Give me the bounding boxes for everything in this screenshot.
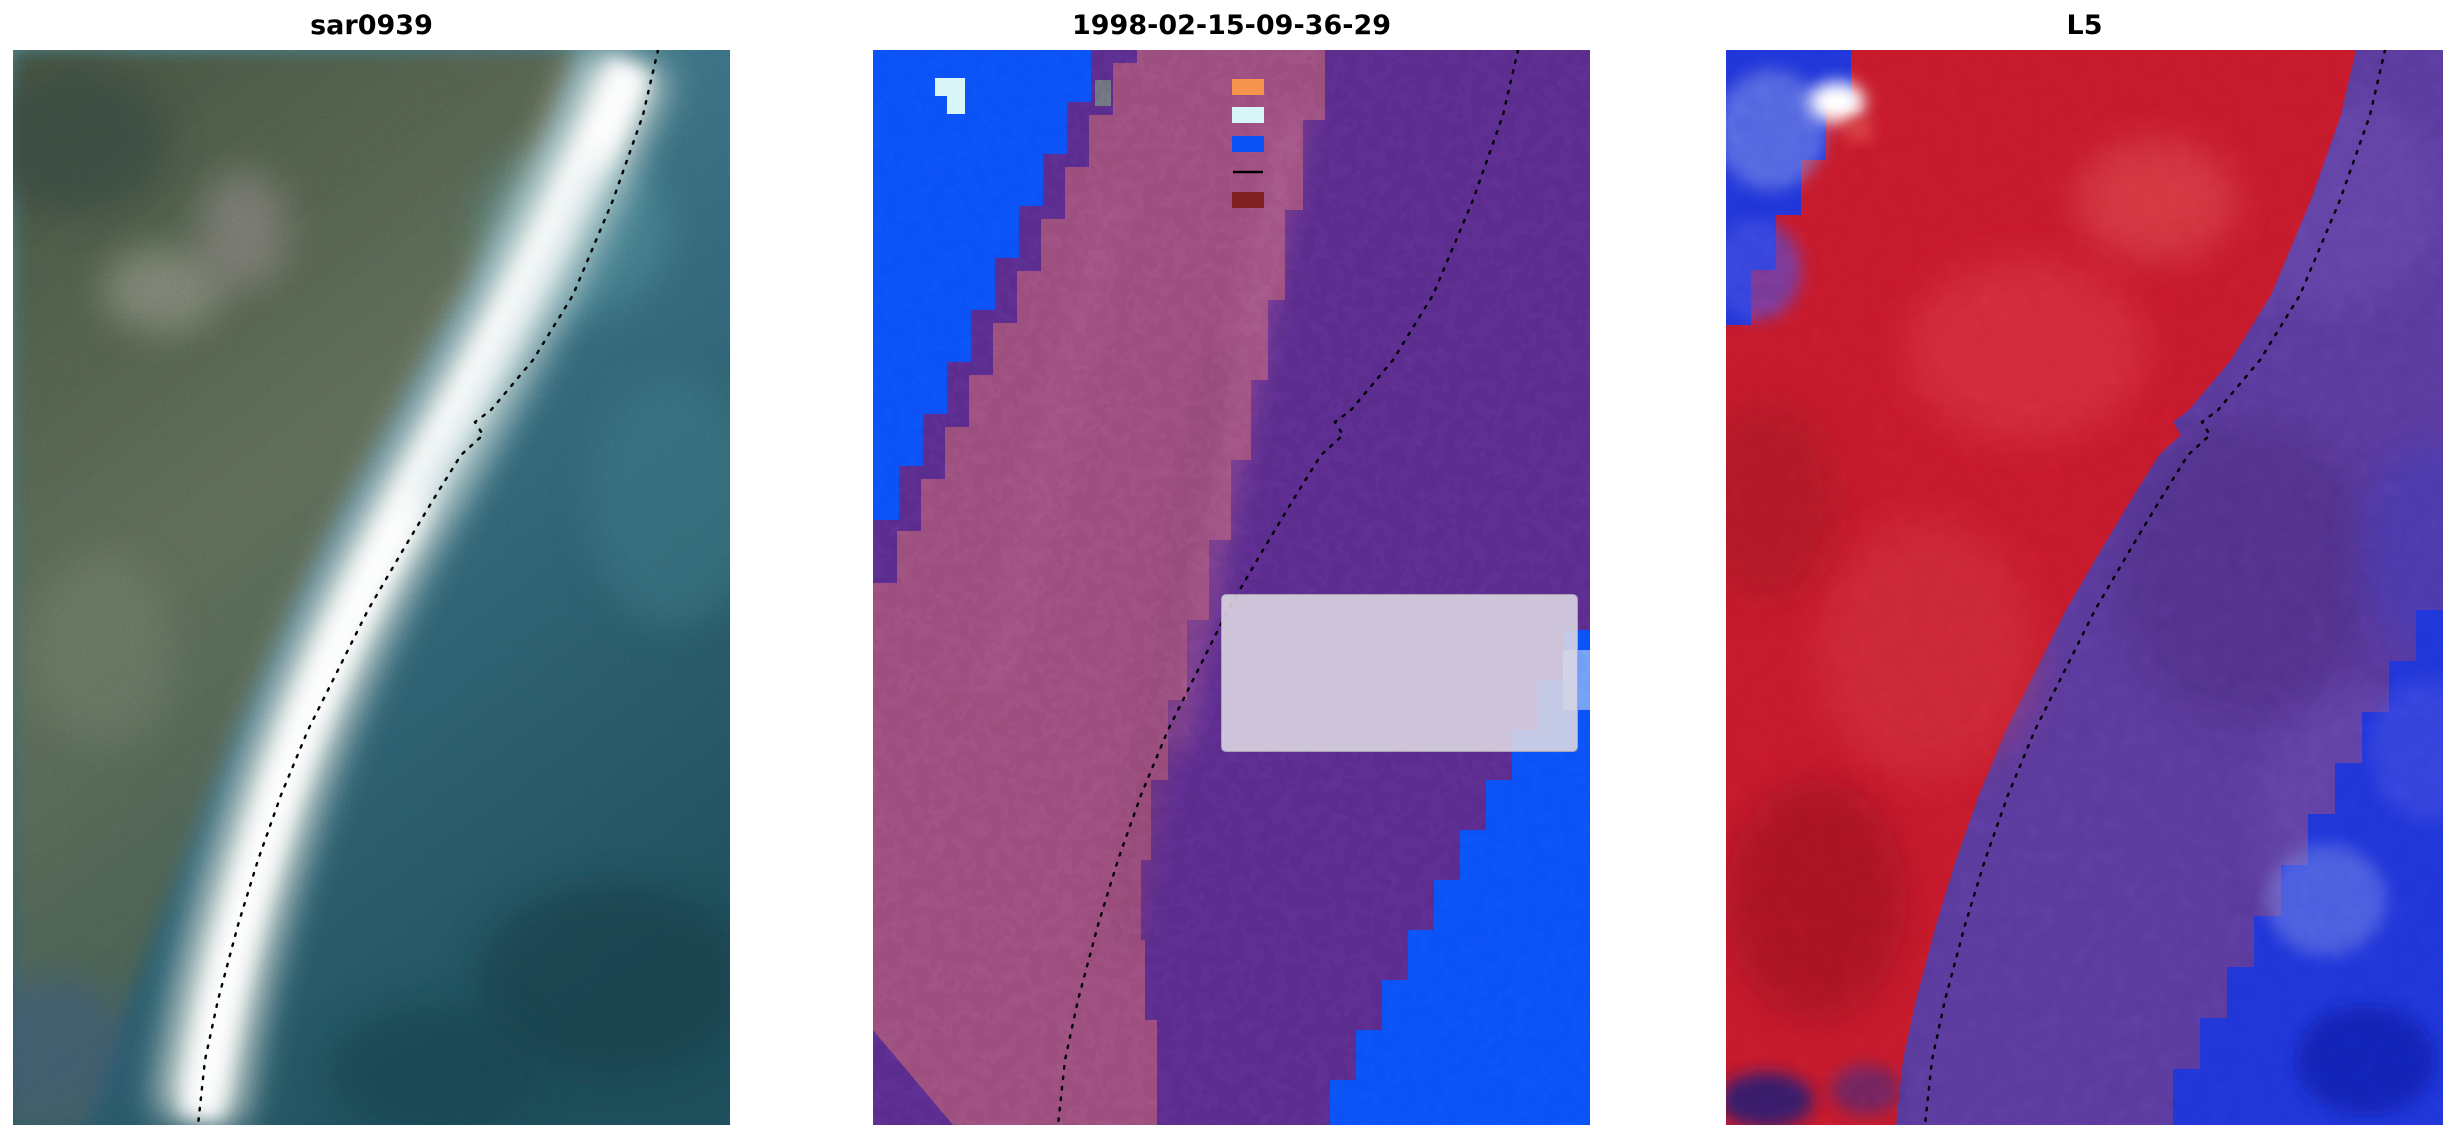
shoreline-dotted-line [196, 50, 660, 1125]
shoreline-dotted-line [1056, 50, 1520, 1125]
panel-l5: L5 [1726, 0, 2443, 1125]
water-swatch [1232, 135, 1264, 152]
sand-swatch [1232, 79, 1264, 95]
panel-title: L5 [2066, 9, 2103, 41]
classification-canvas [873, 50, 1590, 1125]
l5-index-image [1726, 50, 2443, 1125]
panel-title: sar0939 [310, 9, 433, 41]
panel-title: 1998-02-15-09-36-29 [1071, 9, 1392, 41]
reference-buffer-swatch [1232, 192, 1264, 208]
shoreline-line-swatch [1233, 170, 1263, 173]
shoreline-dotted-line [1923, 50, 2387, 1125]
l5-canvas [1726, 50, 2443, 1125]
whitewater-swatch [1232, 107, 1264, 124]
classification-map-image: sand whitewater water [873, 50, 2231, 1125]
sar-image-canvas [13, 50, 730, 1125]
legend: sand whitewater water [1221, 79, 2231, 752]
sar-satellite-image [13, 50, 730, 1125]
panel-sar: sar0939 [13, 0, 730, 1125]
legend-item-reference-shoreline-buffer: reference shoreline buffer [1232, 192, 2231, 743]
panel-classification: 1998-02-15-09-36-29 [873, 0, 2231, 1125]
